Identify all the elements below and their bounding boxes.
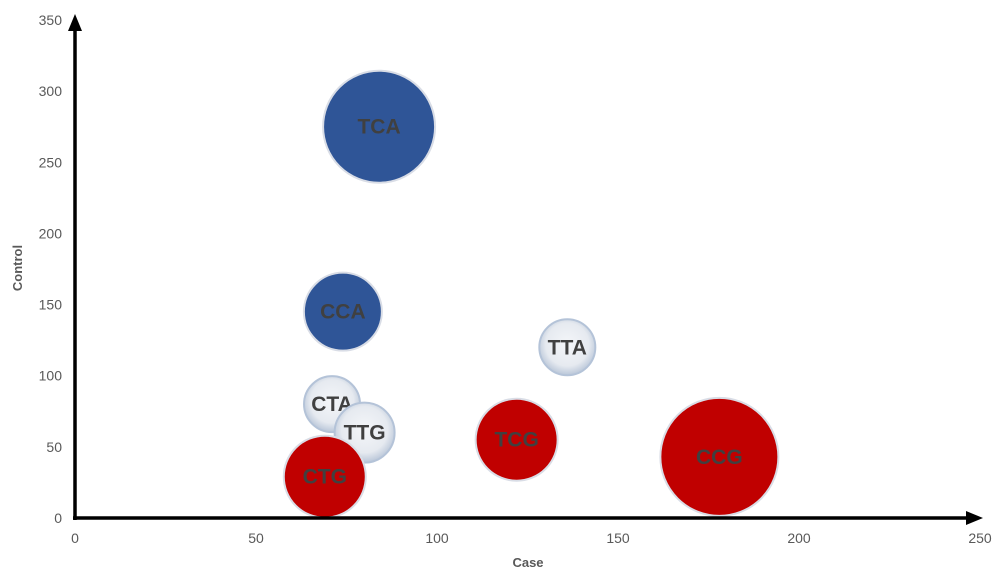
bubble-label: TCA xyxy=(357,116,400,139)
bubble-mark xyxy=(538,318,597,377)
y-axis-title: Control xyxy=(10,245,25,291)
bubble-label: TTA xyxy=(548,336,587,359)
bubble-label: CCG xyxy=(696,446,743,469)
bubble-mark xyxy=(474,397,559,482)
bubble-label: TTG xyxy=(344,422,386,445)
bubble-layer: TCA CCA TTA CTA TTG TCG CTG CCG xyxy=(282,69,780,519)
x-axis-arrowhead xyxy=(966,511,983,525)
x-tick-label: 0 xyxy=(71,530,79,546)
x-tick-label: 100 xyxy=(425,530,449,546)
bubble-label: CTG xyxy=(303,466,347,489)
bubble-tca: TCA xyxy=(322,69,437,184)
bubble-ccg: CCG xyxy=(659,396,780,517)
y-tick-label: 350 xyxy=(39,12,63,28)
y-tick-label: 100 xyxy=(39,368,63,384)
y-tick-label: 150 xyxy=(39,297,63,313)
bubble-ctg: CTG xyxy=(282,434,367,519)
bubble-label: TCG xyxy=(494,429,538,452)
y-tick-label: 300 xyxy=(39,83,63,99)
bubble-cca: CCA xyxy=(302,271,383,352)
x-tick-label: 150 xyxy=(606,530,630,546)
bubble-mark xyxy=(659,396,780,517)
x-axis-ticks: 0 50 100 150 200 250 xyxy=(71,530,992,546)
x-tick-label: 50 xyxy=(248,530,264,546)
x-axis-title: Case xyxy=(512,555,543,569)
y-tick-label: 50 xyxy=(46,439,62,455)
x-tick-label: 250 xyxy=(968,530,992,546)
bubble-mark xyxy=(302,271,383,352)
y-tick-label: 0 xyxy=(54,510,62,526)
x-tick-label: 200 xyxy=(787,530,811,546)
bubble-label: CCA xyxy=(320,301,366,324)
y-tick-label: 200 xyxy=(39,225,63,241)
bubble-label: CTA xyxy=(311,393,353,416)
bubble-tta: TTA xyxy=(538,318,597,377)
bubble-tcg: TCG xyxy=(474,397,559,482)
y-axis-arrowhead xyxy=(68,14,82,31)
bubble-mark xyxy=(322,69,437,184)
y-axis-ticks: 0 50 100 150 200 250 300 350 xyxy=(39,12,63,526)
y-tick-label: 250 xyxy=(39,154,63,170)
